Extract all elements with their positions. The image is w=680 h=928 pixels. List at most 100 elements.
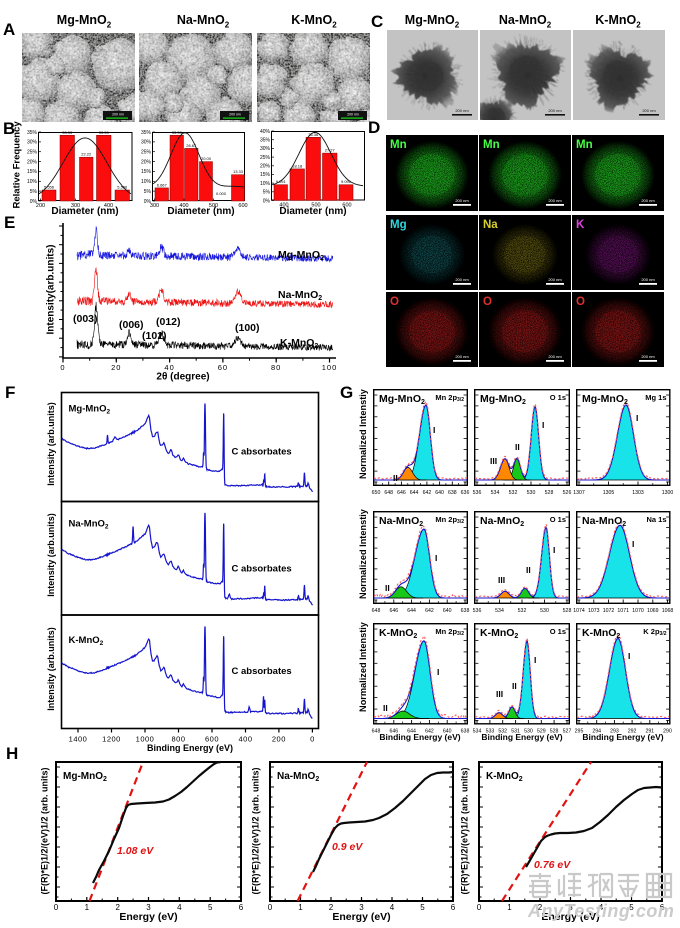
- svg-text:0%: 0%: [144, 198, 152, 204]
- svg-text:640: 640: [435, 490, 444, 496]
- svg-text:40: 40: [164, 363, 174, 372]
- svg-text:33.33: 33.33: [98, 129, 109, 134]
- svg-text:644: 644: [409, 490, 418, 496]
- svg-text:22.22: 22.22: [81, 151, 92, 156]
- svg-text:36.36: 36.36: [308, 132, 319, 137]
- svg-text:Mg: Mg: [390, 219, 407, 231]
- svg-text:642: 642: [425, 608, 434, 614]
- svg-text:II: II: [383, 703, 388, 713]
- svg-text:1071: 1071: [617, 608, 629, 614]
- svg-text:15%: 15%: [141, 169, 152, 175]
- svg-text:10%: 10%: [141, 179, 152, 185]
- svg-text:10%: 10%: [26, 179, 37, 185]
- svg-text:Mn: Mn: [390, 139, 407, 151]
- svg-text:532: 532: [518, 608, 527, 614]
- svg-text:5%: 5%: [263, 190, 271, 196]
- svg-text:5%: 5%: [29, 188, 37, 194]
- svg-text:I: I: [437, 667, 439, 677]
- svg-text:60: 60: [218, 363, 228, 372]
- svg-text:O: O: [390, 296, 399, 308]
- svg-text:II: II: [512, 681, 517, 691]
- svg-text:648: 648: [371, 728, 380, 734]
- svg-text:528: 528: [563, 608, 572, 614]
- svg-text:200 nm: 200 nm: [641, 354, 655, 359]
- svg-text:600: 600: [205, 735, 219, 744]
- svg-text:532: 532: [509, 490, 518, 496]
- svg-text:I: I: [433, 425, 435, 435]
- svg-text:200 nm: 200 nm: [641, 277, 655, 282]
- svg-text:530: 530: [524, 728, 533, 734]
- svg-text:13.33: 13.33: [233, 169, 244, 174]
- svg-text:1200: 1200: [102, 735, 121, 744]
- svg-text:K-MnO2: K-MnO2: [69, 635, 104, 647]
- svg-text:Na-MnO2: Na-MnO2: [277, 771, 319, 783]
- svg-text:636: 636: [460, 490, 469, 496]
- svg-text:6: 6: [659, 903, 664, 912]
- svg-text:0: 0: [267, 903, 272, 912]
- svg-text:0.76 eV: 0.76 eV: [534, 859, 571, 871]
- svg-text:400: 400: [238, 735, 252, 744]
- svg-text:1068: 1068: [661, 608, 673, 614]
- svg-text:Na-MnO2: Na-MnO2: [582, 515, 626, 528]
- svg-text:530: 530: [540, 608, 549, 614]
- svg-text:200 nm: 200 nm: [229, 113, 241, 117]
- svg-text:536: 536: [473, 608, 482, 614]
- svg-text:528: 528: [545, 490, 554, 496]
- svg-text:25%: 25%: [26, 149, 37, 155]
- svg-text:40%: 40%: [260, 129, 271, 135]
- svg-text:35%: 35%: [26, 129, 37, 135]
- svg-text:526: 526: [563, 490, 572, 496]
- svg-text:18.18: 18.18: [292, 163, 303, 168]
- svg-text:1305: 1305: [602, 490, 614, 496]
- svg-text:(003): (003): [73, 313, 98, 325]
- svg-text:9.091: 9.091: [341, 179, 352, 184]
- svg-text:9.091: 9.091: [276, 179, 287, 184]
- svg-text:26.67: 26.67: [186, 142, 197, 147]
- svg-text:650: 650: [371, 490, 380, 496]
- svg-text:15%: 15%: [260, 172, 271, 178]
- svg-text:5: 5: [629, 903, 634, 912]
- svg-text:200 nm: 200 nm: [455, 198, 469, 203]
- svg-text:4: 4: [177, 903, 182, 912]
- svg-text:200 nm: 200 nm: [455, 277, 469, 282]
- svg-text:527: 527: [563, 728, 572, 734]
- svg-text:Mn 2p3/2: Mn 2p3/2: [435, 627, 464, 637]
- svg-text:200 nm: 200 nm: [548, 354, 562, 359]
- svg-text:294: 294: [592, 728, 601, 734]
- svg-text:III: III: [490, 456, 497, 466]
- svg-text:533: 533: [486, 728, 495, 734]
- svg-text:290: 290: [663, 728, 672, 734]
- svg-text:K: K: [576, 219, 585, 231]
- svg-text:644: 644: [407, 608, 416, 614]
- svg-text:600: 600: [342, 202, 351, 208]
- svg-text:30%: 30%: [26, 139, 37, 145]
- svg-text:3: 3: [568, 903, 573, 912]
- svg-text:400: 400: [179, 202, 188, 208]
- svg-text:200 nm: 200 nm: [548, 277, 562, 282]
- svg-text:0: 0: [476, 903, 481, 912]
- svg-text:Mn: Mn: [483, 139, 500, 151]
- svg-text:532: 532: [498, 728, 507, 734]
- svg-text:3: 3: [359, 903, 364, 912]
- svg-text:35%: 35%: [260, 138, 271, 144]
- svg-text:Mn 2p3/2: Mn 2p3/2: [435, 515, 464, 525]
- svg-text:1: 1: [507, 903, 512, 912]
- svg-text:534: 534: [491, 490, 500, 496]
- svg-text:200: 200: [272, 735, 286, 744]
- svg-text:2: 2: [115, 903, 120, 912]
- svg-text:Mn 2p3/2: Mn 2p3/2: [435, 393, 464, 403]
- svg-text:27.27: 27.27: [325, 148, 336, 153]
- svg-text:638: 638: [460, 728, 469, 734]
- svg-text:5%: 5%: [144, 188, 152, 194]
- svg-text:0: 0: [60, 363, 65, 372]
- svg-text:II: II: [385, 583, 390, 593]
- svg-text:295: 295: [574, 728, 583, 734]
- svg-text:600: 600: [238, 202, 247, 208]
- svg-text:20%: 20%: [260, 164, 271, 170]
- svg-text:5: 5: [420, 903, 425, 912]
- svg-text:1300: 1300: [661, 490, 673, 496]
- svg-text:K-MnO2: K-MnO2: [582, 627, 620, 640]
- svg-text:0%: 0%: [29, 198, 37, 204]
- svg-text:293: 293: [610, 728, 619, 734]
- svg-text:1074: 1074: [573, 608, 585, 614]
